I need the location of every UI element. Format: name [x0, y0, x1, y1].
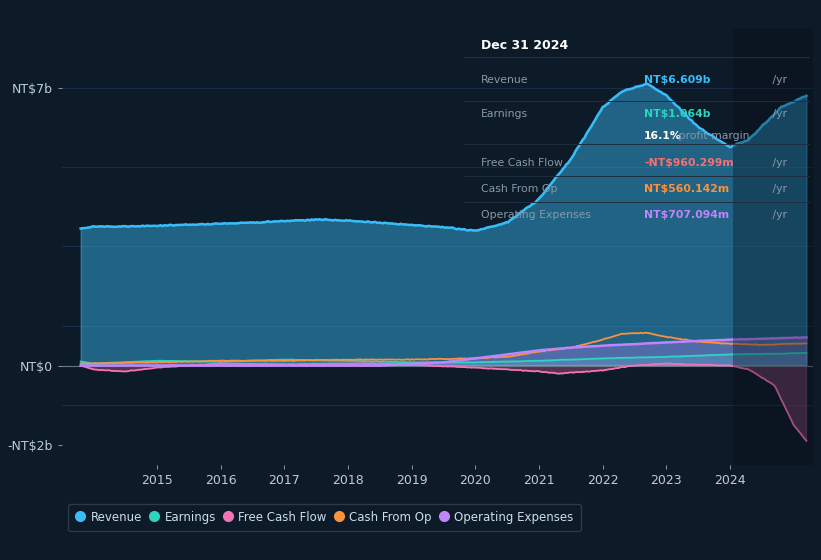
- Text: 16.1%: 16.1%: [644, 130, 682, 141]
- Text: NT$707.094m: NT$707.094m: [644, 210, 729, 220]
- Text: Revenue: Revenue: [481, 75, 529, 85]
- Text: Cash From Op: Cash From Op: [481, 184, 557, 194]
- Legend: Revenue, Earnings, Free Cash Flow, Cash From Op, Operating Expenses: Revenue, Earnings, Free Cash Flow, Cash …: [68, 504, 580, 531]
- Text: profit margin: profit margin: [675, 130, 750, 141]
- Text: /yr: /yr: [768, 210, 787, 220]
- Text: /yr: /yr: [768, 184, 787, 194]
- Bar: [733, 28, 813, 465]
- Text: NT$1.064b: NT$1.064b: [644, 109, 710, 119]
- Text: /yr: /yr: [768, 109, 787, 119]
- Text: NT$560.142m: NT$560.142m: [644, 184, 729, 194]
- Text: Dec 31 2024: Dec 31 2024: [481, 39, 568, 52]
- Text: /yr: /yr: [768, 75, 787, 85]
- Text: -NT$960.299m: -NT$960.299m: [644, 158, 734, 169]
- Text: /yr: /yr: [768, 158, 787, 169]
- Text: Operating Expenses: Operating Expenses: [481, 210, 591, 220]
- Text: NT$6.609b: NT$6.609b: [644, 75, 710, 85]
- Text: Free Cash Flow: Free Cash Flow: [481, 158, 563, 169]
- Text: Earnings: Earnings: [481, 109, 528, 119]
